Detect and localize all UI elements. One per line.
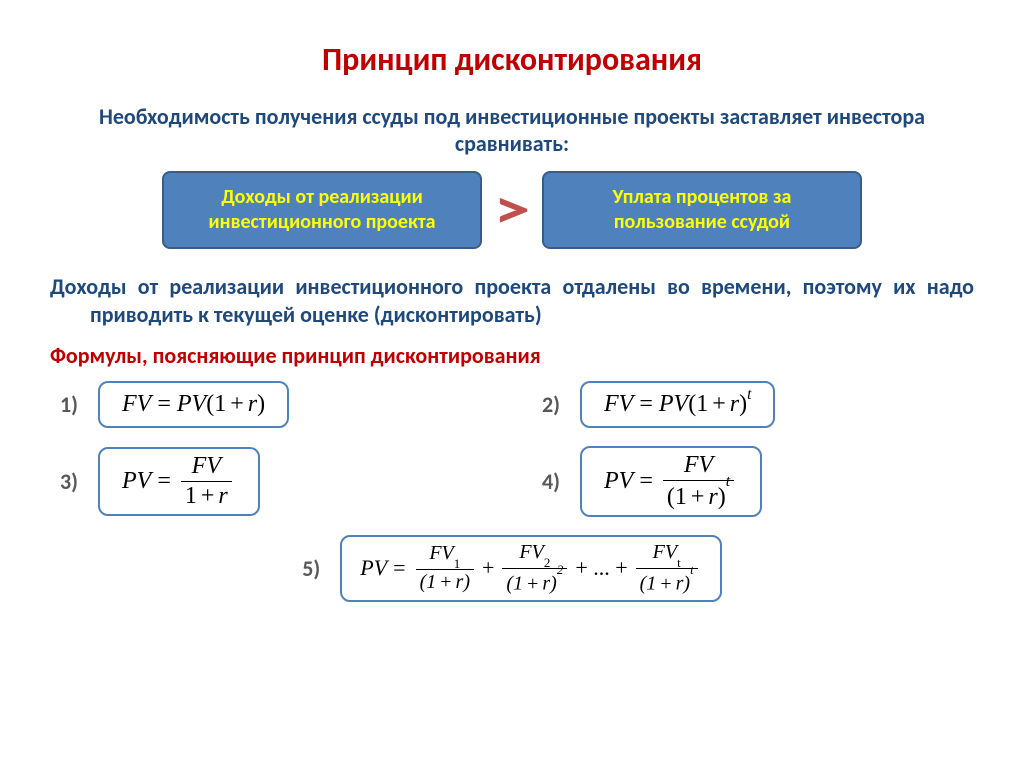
comparison-row: Доходы от реализации инвестиционного про… bbox=[50, 171, 974, 249]
body-paragraph: Доходы от реализации инвестиционного про… bbox=[50, 273, 974, 328]
formula-5: 5) PV = FV1(1+r) + FV2(1+r)2 + ... + FVt… bbox=[50, 535, 974, 602]
right-box: Уплата процентов за пользование ссудой bbox=[542, 171, 862, 249]
greater-than-icon: > bbox=[494, 182, 530, 238]
formula-grid: 1) FV = PV(1+r) 2) FV = PV(1+r)t 3) PV =… bbox=[50, 381, 974, 517]
formula-4-box: PV = FV(1+r)t bbox=[580, 446, 762, 517]
formula-1-box: FV = PV(1+r) bbox=[98, 381, 289, 428]
formula-5-box: PV = FV1(1+r) + FV2(1+r)2 + ... + FVt(1+… bbox=[340, 535, 721, 602]
formula-3-label: 3) bbox=[60, 468, 88, 495]
formula-2-box: FV = PV(1+r)t bbox=[580, 381, 775, 428]
formula-4-label: 4) bbox=[542, 468, 570, 495]
formula-2-label: 2) bbox=[542, 391, 570, 418]
formula-1-label: 1) bbox=[60, 391, 88, 418]
formula-2: 2) FV = PV(1+r)t bbox=[542, 381, 964, 428]
formula-3: 3) PV = FV1+r bbox=[60, 446, 482, 517]
left-box: Доходы от реализации инвестиционного про… bbox=[162, 171, 482, 249]
formula-5-label: 5) bbox=[302, 555, 330, 582]
subtitle-text: Необходимость получения ссуды под инвест… bbox=[50, 103, 974, 157]
formulas-heading: Формулы, поясняющие принцип дисконтирова… bbox=[50, 342, 974, 369]
formula-4: 4) PV = FV(1+r)t bbox=[542, 446, 964, 517]
formula-3-box: PV = FV1+r bbox=[98, 447, 260, 516]
page-title: Принцип дисконтирования bbox=[50, 40, 974, 79]
formula-1: 1) FV = PV(1+r) bbox=[60, 381, 482, 428]
